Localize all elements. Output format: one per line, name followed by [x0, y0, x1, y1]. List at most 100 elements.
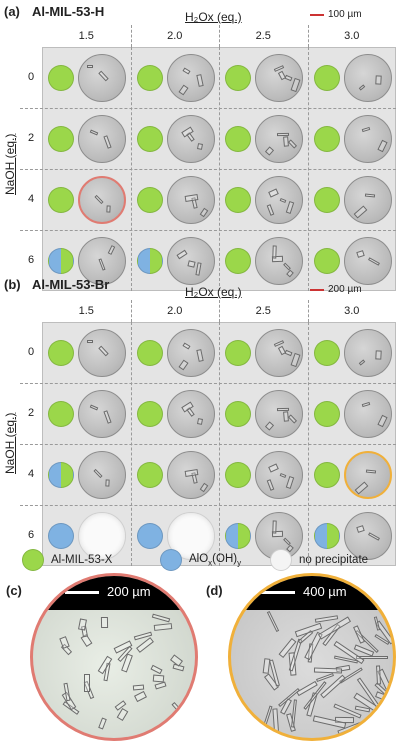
crystal-mark — [316, 673, 334, 682]
panel_b-grid-col-divider — [307, 322, 309, 566]
panel_b-grid-row-divider — [20, 383, 396, 384]
crystal-mark — [153, 623, 173, 631]
panel_b-grid-row-divider — [20, 444, 396, 445]
product-indicator-dot — [225, 400, 251, 427]
product-indicator-dot — [313, 522, 340, 549]
panel-b-title: Al-MIL-53-Br — [32, 277, 110, 292]
product-indicator-dot — [48, 461, 74, 488]
crystal-mark — [355, 249, 365, 258]
crystal-mark — [105, 478, 110, 487]
legend-aloxoh-main: AlO — [189, 552, 209, 565]
panel-d-scale-bar — [261, 591, 295, 594]
panel-a-scale-bar — [310, 13, 324, 16]
legend-aloxoh-mid: (OH) — [212, 552, 238, 565]
micrograph-thumbnail — [255, 114, 303, 163]
panel_a-row-header-0: 0 — [27, 70, 35, 83]
panel_b-col-header-0: 1.5 — [78, 305, 94, 317]
crystal-mark — [356, 656, 388, 659]
panel_a-header-divider — [130, 25, 132, 47]
panel-b-scale-label: 200 µm — [328, 284, 362, 295]
crystal-mark — [283, 537, 291, 545]
panel_b-col-header-1: 2.0 — [167, 305, 183, 317]
crystal-mark — [286, 269, 294, 277]
panel-a-letter: (a) — [4, 4, 20, 19]
crystal-mark — [89, 404, 99, 410]
product-indicator-dot — [225, 186, 251, 213]
panel_b-row-header-3: 6 — [27, 528, 35, 541]
crystal-mark — [195, 73, 204, 87]
crystal-mark — [376, 665, 381, 685]
crystal-mark — [100, 616, 109, 629]
panel-a-scale-label: 100 µm — [328, 9, 362, 20]
micrograph-thumbnail — [78, 175, 126, 224]
panel-b-row-axis: NaOH (eq.) — [3, 412, 17, 474]
crystal-mark — [358, 83, 365, 91]
crystal-mark — [353, 204, 367, 219]
product-indicator-dot — [136, 339, 163, 366]
crystal-mark — [152, 674, 165, 683]
panel_a-row-header-3: 6 — [27, 253, 35, 266]
crystal-mark — [98, 70, 109, 81]
crystal-mark — [262, 658, 271, 674]
panel_b-col-header-2: 2.5 — [255, 305, 271, 317]
crystal-mark — [268, 462, 279, 473]
legend-no-precip-label: no precipitate — [299, 554, 369, 566]
panel-d-letter: (d) — [206, 583, 223, 598]
micrograph-thumbnail — [343, 389, 392, 438]
crystal-mark — [107, 244, 116, 255]
crystal-mark — [290, 352, 301, 367]
micrograph-thumbnail — [343, 511, 392, 560]
panel_a-col-header-0: 1.5 — [78, 30, 94, 42]
legend-aloxoh-swatch — [160, 549, 182, 571]
product-indicator-dot — [136, 522, 163, 549]
panel_a-row-header-1: 2 — [27, 131, 35, 144]
product-indicator-dot — [136, 461, 163, 488]
panel_a-grid-row-divider — [20, 108, 396, 109]
panel_a-row-header-2: 4 — [27, 192, 35, 205]
micrograph-thumbnail — [343, 114, 392, 163]
crystal-mark — [266, 478, 275, 491]
micrograph-thumbnail — [255, 175, 303, 224]
crystal-mark — [136, 637, 154, 653]
crystal-mark — [98, 717, 107, 730]
product-indicator-dot — [48, 64, 74, 91]
crystal-mark — [272, 244, 277, 259]
crystal-mark — [276, 132, 290, 136]
crystal-mark — [376, 139, 388, 152]
panel_b-header-divider — [307, 300, 309, 322]
panel-c-scale-band — [33, 576, 195, 610]
crystal-mark — [284, 74, 293, 81]
product-indicator-dot — [313, 247, 340, 274]
crystal-mark — [263, 705, 273, 726]
panel_a-header-divider — [219, 25, 220, 47]
crystal-mark — [376, 414, 388, 427]
crystal-mark — [285, 200, 295, 214]
panel_a-col-header-1: 2.0 — [167, 30, 183, 42]
product-indicator-dot — [225, 461, 251, 488]
panel-b-scale-bar — [310, 288, 324, 291]
legend-no-precip-swatch — [270, 549, 292, 571]
micrograph-thumbnail — [255, 236, 303, 285]
crystal-mark — [272, 519, 277, 534]
product-indicator-dot — [48, 400, 74, 427]
panel_b-row-header-0: 0 — [27, 345, 35, 358]
product-indicator-dot — [225, 64, 251, 91]
product-indicator-dot — [225, 339, 251, 366]
crystal-mark — [313, 667, 343, 674]
crystal-mark — [184, 193, 198, 202]
panel-d-scale-band — [231, 576, 393, 610]
product-indicator-dot — [136, 64, 163, 91]
crystal-mark — [354, 480, 368, 495]
micrograph-thumbnail — [166, 114, 215, 163]
crystal-mark — [279, 472, 287, 478]
crystal-mark — [196, 417, 203, 425]
legend-aloxoh-label: AlOx(OH)y — [189, 553, 241, 567]
crystal-mark — [98, 345, 109, 356]
crystal-mark — [150, 664, 163, 675]
product-indicator-dot — [48, 339, 74, 366]
panel_a-grid-row-divider — [20, 169, 396, 170]
legend-al-mil-swatch — [22, 549, 44, 571]
product-indicator-dot — [313, 125, 340, 152]
legend-aloxoh-sub1: x — [208, 558, 213, 568]
product-indicator-dot — [48, 125, 74, 152]
